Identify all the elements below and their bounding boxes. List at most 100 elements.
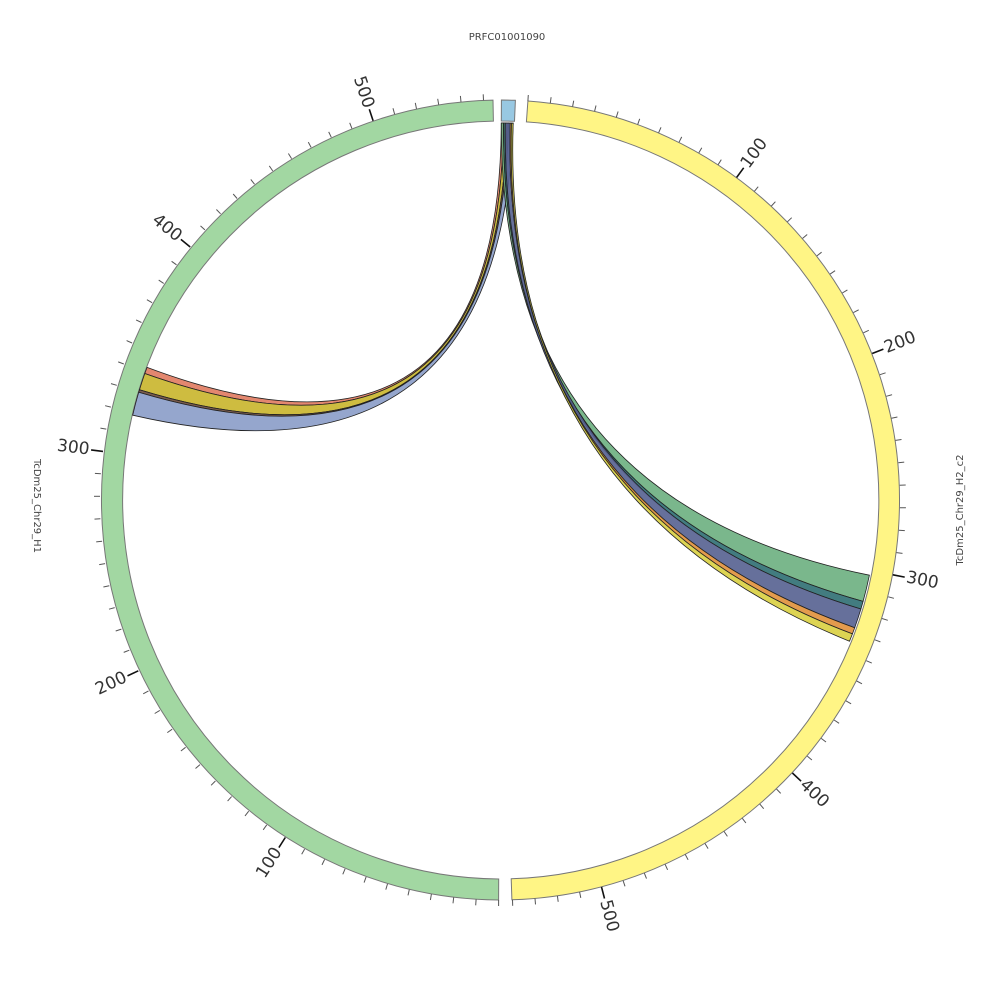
minor-tick [759, 803, 765, 810]
minor-tick [770, 201, 776, 207]
major-tick [127, 670, 139, 677]
minor-tick [816, 251, 822, 257]
minor-tick [103, 585, 110, 588]
major-tick [600, 886, 606, 899]
minor-tick [342, 868, 346, 875]
minor-tick [698, 147, 703, 154]
minor-tick [262, 824, 268, 831]
minor-tick [549, 97, 552, 104]
minor-tick [118, 361, 124, 365]
minor-tick [594, 105, 597, 112]
minor-tick [250, 179, 255, 185]
minor-tick [200, 225, 206, 231]
minor-tick [268, 165, 274, 172]
tick-label: 100 [737, 134, 772, 172]
minor-tick [110, 383, 117, 386]
minor-tick [820, 738, 827, 743]
link-ribbon-chr29-h1 [132, 122, 514, 432]
minor-tick [833, 719, 840, 724]
minor-tick [232, 193, 238, 199]
minor-tick [895, 439, 902, 441]
contig-label-prfc01001090: PRFC01001090 [469, 32, 546, 43]
minor-tick [100, 427, 107, 430]
minor-tick [556, 895, 559, 902]
tick-label: 100 [252, 844, 286, 882]
minor-tick [842, 289, 848, 294]
link-ribbon-chr29-h2-c2 [504, 122, 862, 629]
minor-tick [856, 680, 863, 685]
minor-tick [216, 209, 221, 215]
minor-tick [414, 102, 417, 109]
minor-tick [321, 859, 326, 866]
tick-label: 200 [881, 327, 919, 358]
major-tick [278, 837, 286, 849]
contig-label-chr29-h2-c2: TcDm25_Chr29_H2_c2 [955, 455, 966, 567]
tick-label: 500 [595, 898, 623, 934]
minor-tick [534, 898, 536, 905]
minor-tick [459, 95, 462, 102]
minor-tick [802, 234, 808, 239]
contig-segment-chr29-h2-c2 [510, 100, 901, 901]
minor-tick [301, 848, 306, 855]
major-tick [892, 574, 905, 578]
minor-tick [684, 854, 689, 861]
minor-tick [96, 540, 103, 543]
minor-tick [658, 127, 662, 133]
minor-tick [123, 649, 130, 653]
major-tick [90, 449, 104, 453]
minor-tick [158, 279, 164, 284]
minor-tick [146, 299, 153, 304]
minor-tick [307, 141, 312, 148]
tick-label: 500 [349, 74, 378, 111]
minor-tick [866, 660, 872, 664]
minor-tick [723, 831, 728, 837]
minor-tick [210, 780, 216, 786]
minor-tick [881, 618, 888, 621]
minor-tick [115, 628, 122, 632]
minor-tick [452, 897, 455, 904]
minor-tick [717, 159, 722, 165]
major-tick [791, 772, 802, 782]
minor-tick [637, 118, 641, 125]
major-tick [368, 109, 374, 121]
minor-tick [704, 843, 709, 849]
minor-tick [154, 709, 161, 714]
contig-segments [101, 99, 901, 901]
minor-tick [754, 186, 759, 192]
minor-tick [429, 894, 432, 901]
minor-tick [845, 700, 852, 705]
minor-tick [572, 100, 575, 107]
minor-tick [180, 746, 186, 752]
minor-tick [879, 372, 886, 376]
major-tick [871, 348, 884, 355]
minor-tick [126, 340, 133, 344]
minor-tick [363, 876, 367, 883]
minor-tick [806, 755, 813, 761]
contig-segment-prfc01001090 [500, 99, 516, 122]
contig-segment-chr29-h1 [101, 99, 500, 901]
minor-tick [787, 217, 793, 223]
minor-tick [167, 728, 173, 734]
minor-tick [227, 796, 232, 802]
synteny-links [132, 122, 870, 642]
minor-tick [385, 883, 388, 890]
minor-tick [615, 111, 619, 118]
minor-tick [863, 329, 870, 334]
minor-tick [135, 319, 142, 323]
minor-tick [195, 764, 201, 769]
link-ribbon-chr29-h2-c2 [510, 122, 853, 642]
minor-tick [886, 394, 893, 397]
minor-tick [579, 891, 582, 898]
minor-tick [622, 880, 626, 887]
minor-tick [896, 552, 903, 554]
minor-tick [776, 788, 782, 794]
major-tick [180, 238, 191, 248]
minor-tick [874, 639, 881, 643]
minor-tick [171, 260, 177, 266]
minor-tick [664, 864, 669, 871]
minor-tick [407, 889, 410, 896]
minor-tick [349, 122, 353, 129]
tick-label: 300 [905, 568, 941, 594]
minor-tick [741, 817, 747, 824]
